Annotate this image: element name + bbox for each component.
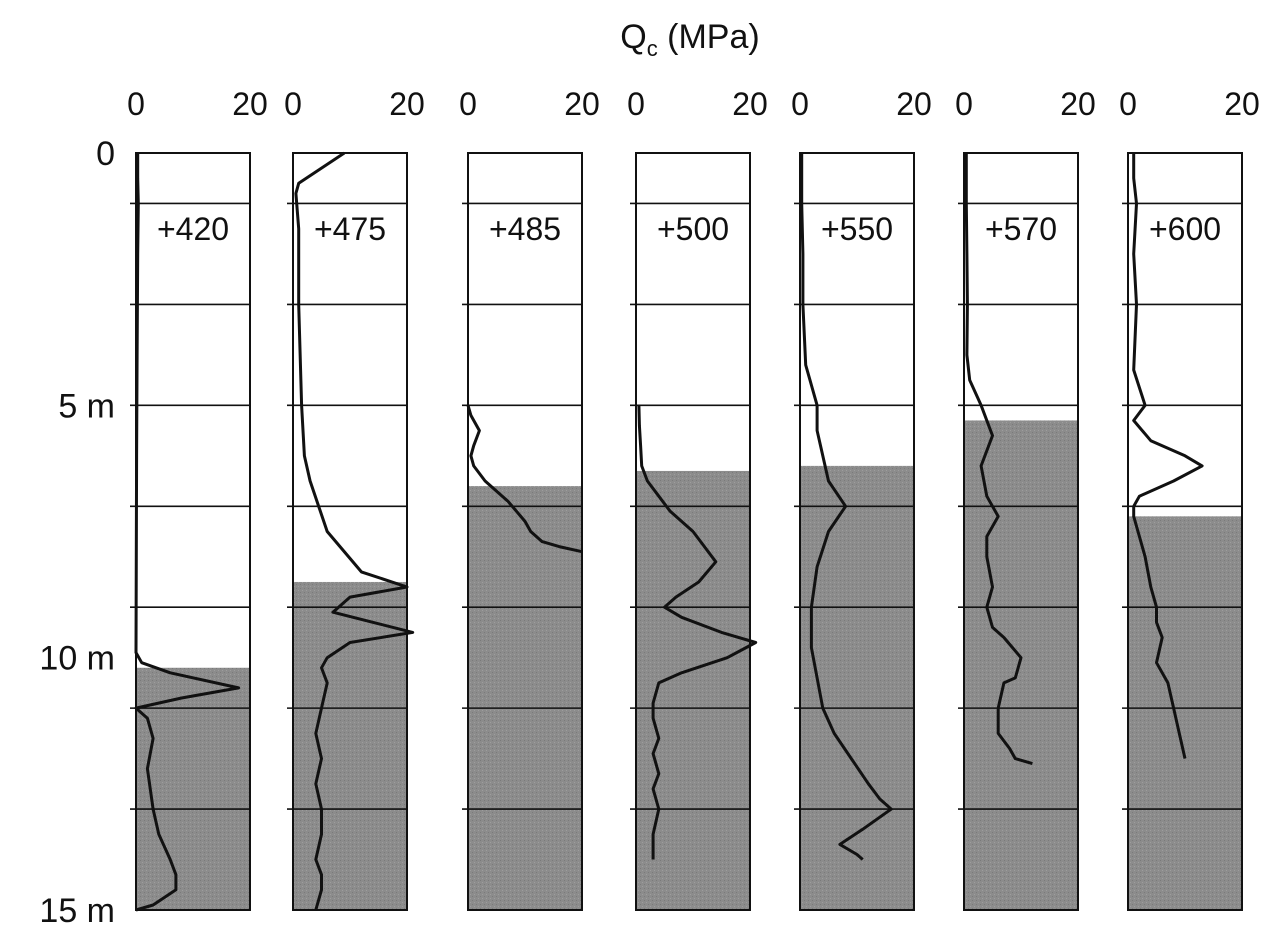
column-frame — [799, 152, 915, 911]
profile-column-475: +475 0 20 — [284, 86, 425, 911]
x-tick-label: 0 — [627, 86, 645, 122]
chart-title-unit: (MPa) — [658, 18, 760, 56]
column-frame — [467, 152, 583, 911]
y-tick-label: 0 — [96, 135, 115, 173]
x-tick-label: 0 — [459, 86, 477, 122]
x-tick-label: 0 — [1119, 86, 1137, 122]
profile-column-550: +550 0 20 — [791, 86, 932, 911]
x-tick-label: 0 — [127, 86, 145, 122]
chart-title: Qc (MPa) — [620, 18, 759, 61]
y-axis: 0 5 m 10 m 15 m — [39, 135, 115, 930]
x-tick-label: 0 — [284, 86, 302, 122]
x-tick-label: 20 — [1060, 86, 1096, 122]
profile-column-420: +420 0 20 — [127, 86, 268, 912]
series-label: +485 — [489, 211, 561, 247]
profile-column-485: +485 0 20 — [459, 86, 600, 911]
shaded-layer — [800, 465, 914, 910]
shaded-layer — [964, 420, 1078, 910]
qc-profile-line — [1132, 153, 1204, 759]
column-frame — [1127, 152, 1243, 911]
series-label: +600 — [1149, 211, 1221, 247]
qc-profile-line — [466, 404, 583, 554]
column-frame — [292, 152, 408, 911]
y-tick-label: 10 m — [39, 640, 115, 678]
column-frame — [635, 152, 751, 911]
x-tick-label: 0 — [955, 86, 973, 122]
chart-title-subscript: c — [647, 36, 658, 61]
shaded-layer — [636, 470, 750, 910]
qc-profile-line — [294, 151, 415, 911]
x-tick-label: 0 — [791, 86, 809, 122]
x-tick-label: 20 — [732, 86, 768, 122]
shaded-layer — [1128, 516, 1242, 910]
profile-columns: +420 0 20 +475 0 20 +485 0 20 +500 0 20 +550 0 20 +570 0… — [127, 86, 1260, 912]
x-tick-label: 20 — [1224, 86, 1260, 122]
profile-column-500: +500 0 20 — [627, 86, 768, 911]
column-frame — [963, 152, 1079, 911]
qc-profile-line — [800, 153, 893, 861]
x-tick-label: 20 — [389, 86, 425, 122]
x-tick-label: 20 — [564, 86, 600, 122]
qc-profile-line — [637, 405, 758, 860]
series-label: +550 — [821, 211, 893, 247]
x-tick-label: 20 — [232, 86, 268, 122]
chart-title-q: Q — [620, 18, 646, 56]
qc-profile-line — [964, 153, 1033, 766]
shaded-layer — [468, 486, 582, 910]
series-label: +500 — [657, 211, 729, 247]
series-label: +475 — [314, 211, 386, 247]
x-tick-label: 20 — [896, 86, 932, 122]
profile-column-600: +600 0 20 — [1119, 86, 1260, 911]
y-tick-label: 15 m — [39, 892, 115, 930]
profile-column-570: +570 0 20 — [955, 86, 1096, 911]
shaded-layer — [293, 581, 407, 910]
series-label: +570 — [985, 211, 1057, 247]
series-label: +420 — [157, 211, 229, 247]
y-tick-label: 5 m — [58, 387, 115, 425]
qc-profile-line — [134, 153, 241, 912]
